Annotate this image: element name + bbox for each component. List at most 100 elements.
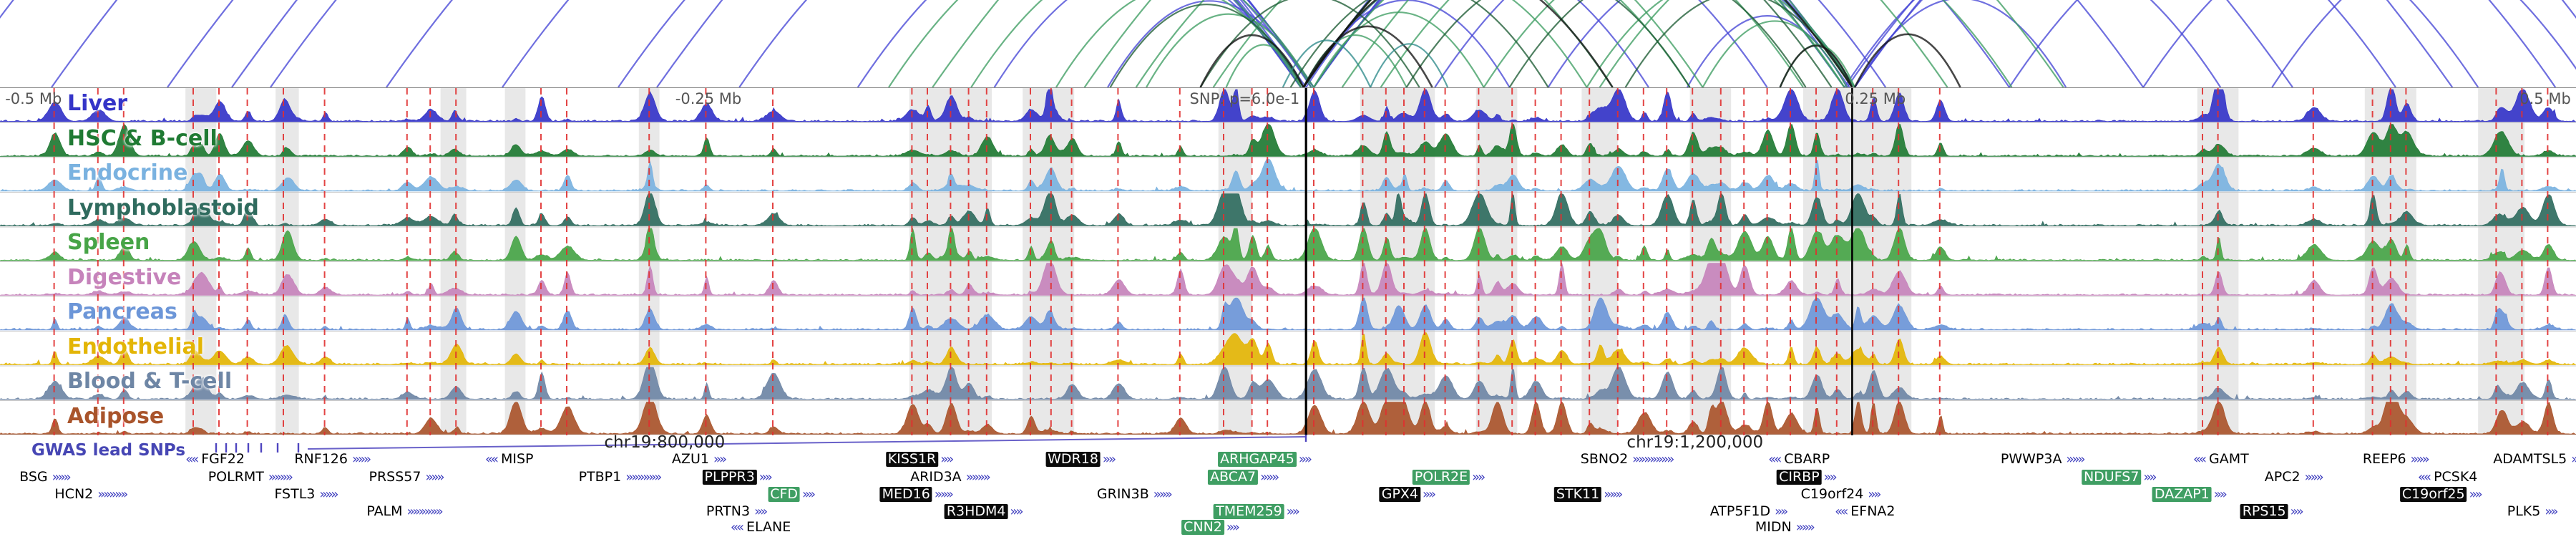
chr-position-label: chr19:1,200,000 xyxy=(1626,433,1764,452)
gene-rps15[interactable]: RPS15»» xyxy=(2240,504,2304,519)
gene-cbarp[interactable]: «« CBARP xyxy=(1766,452,1832,468)
interaction-arc xyxy=(1370,43,1449,87)
gene-cirbp[interactable]: CIRBP»» xyxy=(1777,470,1838,485)
gene-name: GAMT xyxy=(2209,451,2249,467)
gene-c19orf24[interactable]: C19orf24 »» xyxy=(1799,487,1882,503)
ruler-label: -0.5 Mb xyxy=(5,90,62,107)
gene-name: GPX4 xyxy=(1379,487,1421,502)
gene-sbno2[interactable]: SBNO2»»»»»»» xyxy=(1579,452,1674,468)
gene-c19orf25[interactable]: C19orf25»» xyxy=(2399,487,2483,502)
signal-digestive xyxy=(0,262,2576,296)
gene-prss57[interactable]: PRSS57 »»» xyxy=(366,470,444,485)
interaction-arc xyxy=(1305,0,1649,87)
gene-atp5f1d[interactable]: ATP5F1D »» xyxy=(1708,504,1788,520)
gene-name: REEP6 xyxy=(2362,451,2406,467)
gene-bsg[interactable]: BSG »»» xyxy=(17,470,72,485)
gene-prtn3[interactable]: PRTN3»» xyxy=(704,504,768,520)
signal-adipose xyxy=(0,401,2576,435)
gene-stk11[interactable]: STK11»»» xyxy=(1553,487,1623,502)
gene-plppr3[interactable]: PLPPR3»» xyxy=(702,470,773,485)
gene-fstl3[interactable]: FSTL3»»» xyxy=(272,487,338,503)
gene-grin3b[interactable]: GRIN3B »»» xyxy=(1095,486,1173,503)
interaction-arc xyxy=(2009,0,2479,87)
gene-name: ARID3A xyxy=(910,469,962,485)
chr-position-label: chr19:800,000 xyxy=(604,433,726,452)
gene-cfd[interactable]: CFD»» xyxy=(768,487,816,502)
gene-direction-arrows: «« xyxy=(2418,470,2431,485)
gwas-snp-connector xyxy=(215,435,1307,453)
gene-direction-arrows: »»» xyxy=(351,452,371,467)
interaction-arc xyxy=(1146,13,1312,87)
gene-direction-arrows: »» xyxy=(940,452,954,467)
gene-direction-arrows: »»»»»» xyxy=(625,470,662,485)
interaction-arc xyxy=(270,0,1302,87)
gene-direction-arrows: »» xyxy=(2213,487,2228,502)
gene-name: FGF22 xyxy=(201,451,245,467)
interaction-arc xyxy=(231,0,1845,87)
gene-tmem259[interactable]: TMEM259»» xyxy=(1214,504,1300,519)
gene-name: PLPPR3 xyxy=(702,470,757,485)
gene-name: RNF126 xyxy=(294,451,348,467)
gene-ptbp1[interactable]: PTBP1»»»»»» xyxy=(577,470,663,485)
gene-name: HCN2 xyxy=(54,486,94,502)
interaction-arc xyxy=(502,0,1304,87)
gene-arhgap45[interactable]: ARHGAP45»» xyxy=(1218,452,1312,467)
track-label-liver: Liver xyxy=(67,91,128,116)
gene-direction-arrows: »» xyxy=(2469,487,2483,502)
gene-efna2[interactable]: «« EFNA2 xyxy=(1833,504,1897,520)
gene-plk5[interactable]: PLK5 »» xyxy=(2505,504,2559,520)
track-label-adipose: Adipose xyxy=(67,403,165,429)
gene-direction-arrows: »» xyxy=(1226,520,1240,535)
gene-name: POLRMT xyxy=(208,469,264,485)
gene-rnf126[interactable]: RNF126»»» xyxy=(292,451,371,468)
signal-hsc-b-cell xyxy=(0,124,2576,157)
gene-reep6[interactable]: REEP6 »»» xyxy=(2361,451,2430,468)
gene-abca7[interactable]: ABCA7»»» xyxy=(1208,470,1279,485)
gene-ndufs7[interactable]: NDUFS7»» xyxy=(2081,470,2157,485)
interaction-arc xyxy=(1853,33,1961,87)
gene-fgf22[interactable]: «« FGF22 xyxy=(183,451,247,468)
gene-direction-arrows: »»»»»» xyxy=(406,504,444,519)
track-label-pancreas: Pancreas xyxy=(67,299,177,324)
gene-palm[interactable]: PALM»»»»»» xyxy=(364,504,444,520)
interaction-arc xyxy=(1854,0,1922,87)
gene-r3hdm4[interactable]: R3HDM4»» xyxy=(944,504,1024,519)
gene-azu1[interactable]: AZU1 »» xyxy=(670,452,727,468)
signal-pancreas xyxy=(0,297,2576,331)
gene-misp[interactable]: «« MISP xyxy=(483,452,536,468)
interaction-arc xyxy=(2142,0,2576,87)
gene-hcn2[interactable]: HCN2»»»»» xyxy=(52,486,128,503)
gene-direction-arrows: »»»» xyxy=(268,470,293,485)
gene-adamtsl5[interactable]: ADAMTSL5» xyxy=(2491,452,2576,468)
gene-wdr18[interactable]: WDR18»» xyxy=(1045,452,1116,467)
gene-gpx4[interactable]: GPX4»» xyxy=(1379,487,1436,502)
gene-name: BSG xyxy=(19,469,48,485)
gene-elane[interactable]: «« ELANE xyxy=(728,520,793,536)
gene-direction-arrows: »» xyxy=(754,504,768,519)
gene-direction-arrows: »»» xyxy=(1153,487,1173,502)
gene-gamt[interactable]: «« GAMT xyxy=(2191,451,2251,468)
gene-polrmt[interactable]: POLRMT »»»» xyxy=(206,470,293,485)
gene-cnn2[interactable]: CNN2»» xyxy=(1181,520,1240,535)
gene-pwwp3a[interactable]: PWWP3A »»» xyxy=(1999,452,2086,468)
gene-med16[interactable]: MED16»»» xyxy=(879,487,954,502)
gene-direction-arrows: »» xyxy=(758,470,773,485)
gene-direction-arrows: »» xyxy=(2143,470,2157,485)
gwas-lead-snps-label: GWAS lead SNPs xyxy=(31,441,186,460)
gene-midn[interactable]: MIDN»»» xyxy=(1753,520,1815,536)
gene-name: PTBP1 xyxy=(578,469,622,485)
interaction-arc xyxy=(1843,0,2222,87)
gene-name: TMEM259 xyxy=(1214,504,1284,519)
gene-apc2[interactable]: APC2»»» xyxy=(2263,470,2324,485)
gene-pcsk4[interactable]: «« PCSK4 xyxy=(2416,470,2479,485)
gene-polr2e[interactable]: POLR2E»» xyxy=(1412,470,1485,485)
gene-name: WDR18 xyxy=(1045,452,1101,467)
gene-arid3a[interactable]: ARID3A»»»» xyxy=(908,470,991,485)
gene-kiss1r[interactable]: KISS1R»» xyxy=(885,452,954,467)
ruler-label: -0.25 Mb xyxy=(675,90,742,107)
gene-dazap1[interactable]: DAZAP1»» xyxy=(2152,487,2228,502)
gene-direction-arrows: «« xyxy=(1835,504,1848,519)
gene-name: GRIN3B xyxy=(1096,486,1149,502)
signal-tracks-panel: Liver HSC & B-cell Endocrine Lymphoblastoid… xyxy=(0,87,2576,435)
